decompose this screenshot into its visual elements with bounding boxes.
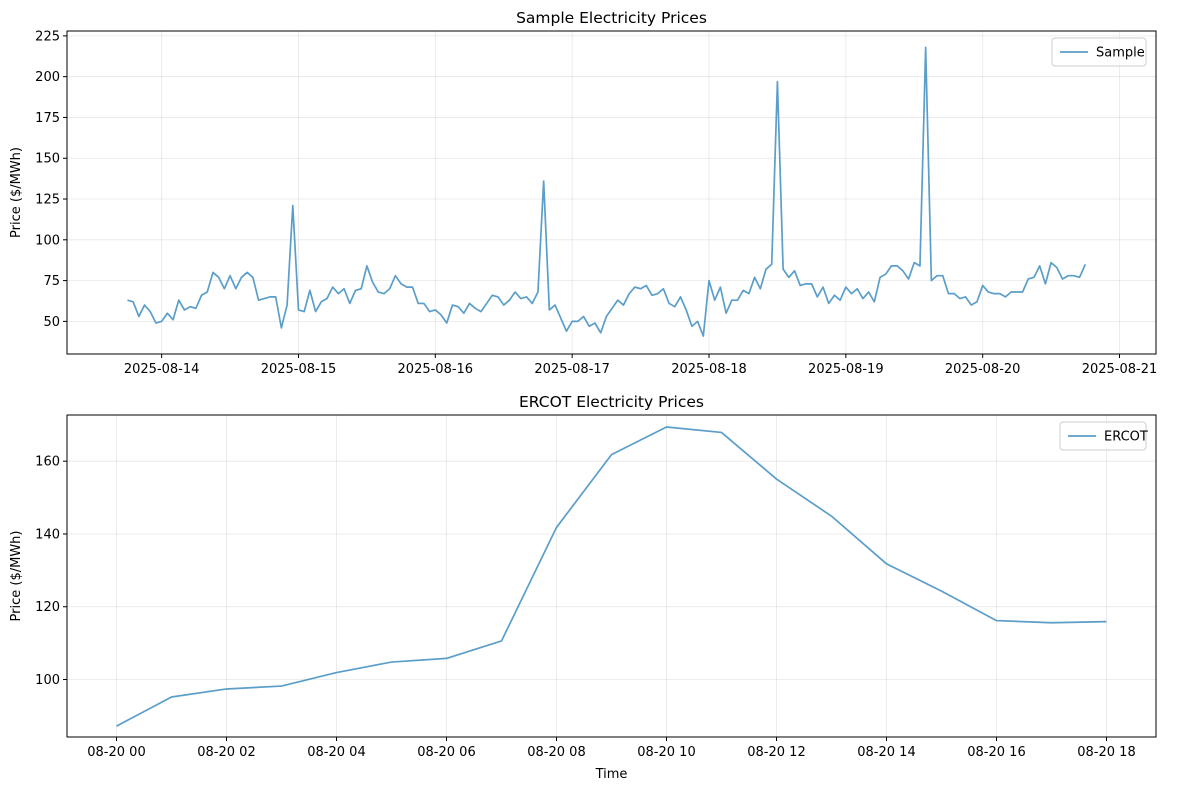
- y-tick-label: 225: [35, 29, 60, 44]
- y-tick-label: 175: [35, 111, 60, 126]
- x-tick-label: 08-20 02: [197, 745, 255, 760]
- chart-title: ERCOT Electricity Prices: [519, 393, 704, 411]
- x-tick-label: 08-20 12: [747, 745, 805, 760]
- x-tick-label: 08-20 00: [87, 745, 145, 760]
- y-tick-label: 150: [35, 152, 60, 167]
- x-tick-label: 2025-08-21: [1082, 362, 1158, 377]
- y-tick-label: 50: [43, 315, 60, 330]
- legend-label: ERCOT: [1104, 430, 1148, 445]
- x-tick-label: 2025-08-18: [671, 362, 747, 377]
- x-tick-label: 2025-08-14: [124, 362, 200, 377]
- x-tick-label: 08-20 10: [637, 745, 695, 760]
- x-axis-label: Time: [595, 767, 628, 782]
- y-tick-label: 140: [35, 527, 60, 542]
- legend-box: [1051, 37, 1147, 67]
- x-tick-label: 2025-08-17: [534, 362, 610, 377]
- legend-label: Sample: [1096, 46, 1145, 61]
- y-tick-label: 75: [43, 274, 60, 289]
- x-tick-label: 2025-08-19: [808, 362, 884, 377]
- y-tick-label: 200: [35, 70, 60, 85]
- plot-frame: [66, 414, 1157, 738]
- legend-box: [1059, 421, 1147, 451]
- y-tick-label: 125: [35, 193, 60, 208]
- y-tick-label: 100: [35, 233, 60, 248]
- chart-title: Sample Electricity Prices: [516, 9, 707, 27]
- y-tick-label: 100: [35, 673, 60, 688]
- sample-prices-chart: 2025-08-14 2025-08-15 2025-08-16 2025-08-17…: [9, 9, 1157, 377]
- ercot-prices-chart: 08-20 00 08-20 02 08-20 04 08-20 06 08-20 08…: [9, 393, 1157, 782]
- x-tick-label: 2025-08-20: [945, 362, 1021, 377]
- x-tick-label: 08-20 14: [857, 745, 915, 760]
- y-tick-label: 160: [35, 455, 60, 470]
- x-tick-label: 2025-08-16: [398, 362, 474, 377]
- plot-frame: [66, 30, 1157, 355]
- series-line-sample: [127, 46, 1087, 337]
- x-tick-label: 08-20 18: [1077, 745, 1135, 760]
- x-tick-label: 08-20 16: [967, 745, 1025, 760]
- x-tick-label: 08-20 08: [527, 745, 585, 760]
- y-axis-label: Price ($/MWh): [9, 531, 24, 622]
- x-tick-label: 08-20 04: [307, 745, 365, 760]
- y-axis-label: Price ($/MWh): [9, 147, 24, 238]
- series-line-ercot: [116, 426, 1107, 727]
- legend: Sample: [1051, 37, 1147, 67]
- y-tick-label: 120: [35, 600, 60, 615]
- legend: ERCOT: [1059, 421, 1148, 451]
- x-tick-label: 08-20 06: [417, 745, 475, 760]
- x-tick-label: 2025-08-15: [261, 362, 337, 377]
